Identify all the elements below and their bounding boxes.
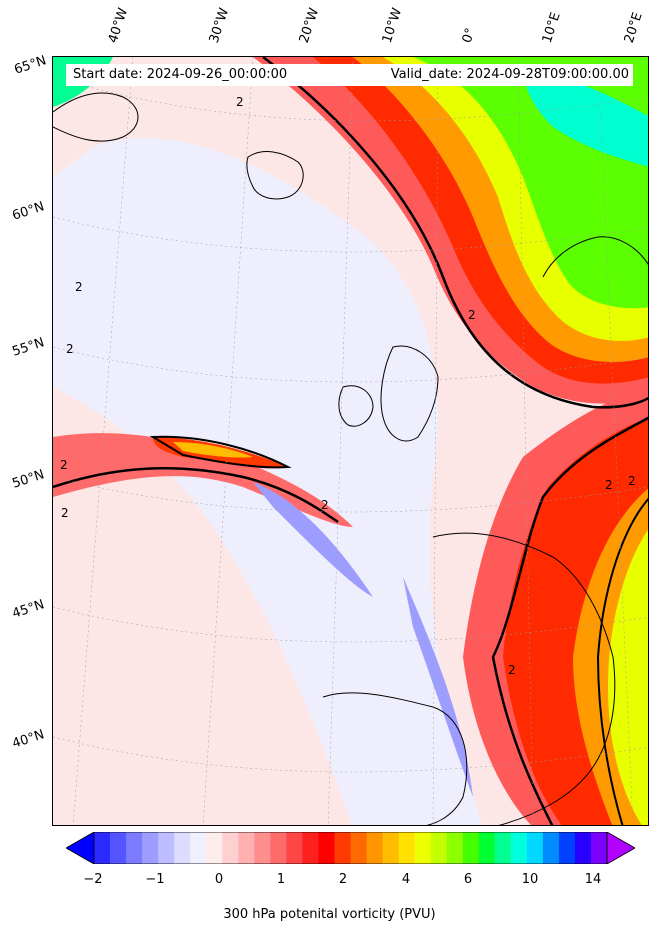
colorbar xyxy=(66,832,635,864)
colorbar-tick: −1 xyxy=(145,872,165,887)
lon-label-40w: 40°W xyxy=(105,6,132,45)
colorbar-tick: 1 xyxy=(276,872,286,887)
colorbar-tick: 14 xyxy=(584,872,602,887)
date-info-box: Start date: 2024-09-26_00:00:00 Valid_da… xyxy=(66,64,633,86)
lat-label-60n: 60°N xyxy=(10,199,47,224)
contour-label: 2 xyxy=(236,95,244,109)
colorbar-cell xyxy=(366,832,384,864)
pv2-contour-streamer xyxy=(53,467,339,524)
contour-label: 2 xyxy=(60,458,68,472)
lon-label-0: 0° xyxy=(459,26,479,45)
start-date-text: Start date: 2024-09-26_00:00:00 xyxy=(73,67,288,82)
pv-field-map: 2 2 2 2 2 2 2 2 2 2 xyxy=(53,57,648,825)
lat-label-45n: 45°N xyxy=(10,597,47,622)
trough-south-yellow xyxy=(608,529,648,825)
colorbar-cell xyxy=(558,832,576,864)
coastline-great-britain xyxy=(380,345,439,442)
contour-label: 2 xyxy=(605,478,613,492)
colorbar-cell xyxy=(574,832,592,864)
lon-label-10e: 10°E xyxy=(539,10,564,46)
colorbar-cell xyxy=(398,832,416,864)
contour-label: 2 xyxy=(75,280,83,294)
lat-label-40n: 40°N xyxy=(10,727,47,752)
valid-date-text: Valid_date: 2024-09-28T09:00:00.00 xyxy=(390,67,629,82)
colorbar-cell xyxy=(94,832,111,864)
atlantic-streamer-tip xyxy=(173,442,253,458)
colorbar-cell xyxy=(174,832,191,864)
colorbar-extend-high xyxy=(606,832,635,864)
colorbar-cells xyxy=(66,832,635,864)
coastline-iceland xyxy=(246,151,304,200)
colorbar-tick: 10 xyxy=(521,872,539,887)
colorbar-extend-low xyxy=(66,832,95,864)
colorbar-cell xyxy=(478,832,496,864)
pv2-contour-trough xyxy=(491,416,648,825)
colorbar-tick: 6 xyxy=(463,872,473,887)
contour-label: 2 xyxy=(321,498,329,512)
colorbar-cell xyxy=(254,832,271,864)
colorbar-cell xyxy=(414,832,432,864)
colorbar-cell xyxy=(430,832,448,864)
colorbar-cell xyxy=(158,832,175,864)
coastline-scandinavia xyxy=(542,236,648,278)
colorbar-cell xyxy=(126,832,143,864)
high-pv-core-north xyxy=(523,67,648,167)
negative-pv-streak xyxy=(253,482,373,597)
pv2-contour-north xyxy=(262,57,648,409)
colorbar-cell xyxy=(446,832,464,864)
colorbar-cell xyxy=(542,832,560,864)
colorbar-cell xyxy=(270,832,287,864)
colorbar-tick: −2 xyxy=(83,872,103,887)
colorbar-border xyxy=(93,832,608,864)
lon-label-20w: 20°W xyxy=(296,6,323,45)
colorbar-cell xyxy=(142,832,159,864)
colorbar-cell xyxy=(350,832,368,864)
pv2-contour-trough-inner xyxy=(596,497,648,825)
atlantic-streamer xyxy=(53,433,353,527)
contour-label: 2 xyxy=(628,474,636,488)
colorbar-cell xyxy=(238,832,255,864)
colorbar-cell xyxy=(462,832,480,864)
colorbar-cell xyxy=(334,832,351,864)
colorbar-tick: 0 xyxy=(214,872,224,887)
coastline-iberia xyxy=(322,692,468,825)
colorbar-cell xyxy=(206,832,223,864)
colorbar-cell xyxy=(494,832,512,864)
colorbar-cell xyxy=(286,832,303,864)
colorbar-cell xyxy=(590,832,608,864)
lat-label-65n: 65°N xyxy=(12,53,49,78)
lon-label-30w: 30°W xyxy=(206,6,233,45)
contour-label: 2 xyxy=(61,506,69,520)
contour-label: 2 xyxy=(468,308,476,322)
graticule xyxy=(53,57,648,825)
lat-label-55n: 55°N xyxy=(10,335,47,360)
colorbar-cell xyxy=(222,832,239,864)
colorbar-cell xyxy=(318,832,335,864)
coastline-europe-mainland xyxy=(432,532,616,825)
colorbar-cell xyxy=(382,832,400,864)
negative-pv-streak-south xyxy=(403,577,473,797)
lat-label-50n: 50°N xyxy=(10,467,47,492)
contour-label: 2 xyxy=(508,663,516,677)
colorbar-cell xyxy=(302,832,319,864)
map-panel: 2 2 2 2 2 2 2 2 2 2 xyxy=(52,56,649,826)
colorbar-cell xyxy=(526,832,544,864)
colorbar-cell xyxy=(510,832,528,864)
lon-label-10w: 10°W xyxy=(379,6,406,45)
coastline-greenland xyxy=(53,92,139,142)
pv2-contour-streamer-core xyxy=(149,435,292,469)
colorbar-tick: 2 xyxy=(338,872,348,887)
lon-label-20e: 20°E xyxy=(621,10,646,46)
contour-label: 2 xyxy=(66,342,74,356)
colorbar-cell xyxy=(190,832,207,864)
coastline-ireland xyxy=(338,385,374,427)
colorbar-cell xyxy=(110,832,127,864)
colorbar-tick: 4 xyxy=(401,872,411,887)
colorbar-label: 300 hPa potenital vorticity (PVU) xyxy=(223,907,436,922)
